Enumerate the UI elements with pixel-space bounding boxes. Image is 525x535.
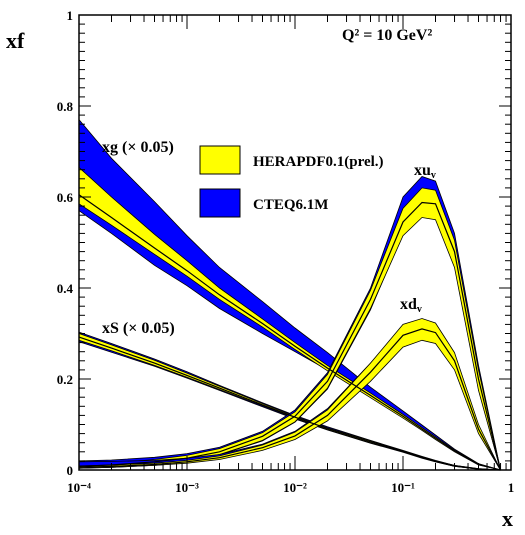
x-tick-label: 1 [508,480,515,495]
hera-band-xs [78,332,501,471]
hera-central-line-xg [78,194,501,471]
x-tick-label: 10⁻³ [175,480,199,495]
x-tick-label: 10⁻⁴ [67,480,91,495]
xuv-subscript: v [431,170,436,181]
legend-label-hera: HERAPDF0.1(prel.) [253,154,384,170]
x-tick-label: 10⁻¹ [391,480,415,495]
legend-swatch-hera [199,145,241,175]
xuv-annotation: xuv [414,162,436,181]
xs-annotation: xS (× 0.05) [102,320,175,337]
y-tick-label: 0 [67,463,74,478]
hera-central-line-xd [78,328,502,471]
y-axis-title: xf [6,28,25,53]
ticks-layer: 0 0.2 0.4 0.6 0.8 1 10⁻⁴ 10⁻³ 10⁻² 10⁻¹ 1 [57,8,515,495]
legend-label-cteq: CTEQ6.1M [253,197,328,213]
xuv-label: xu [414,162,431,179]
xdv-label: xd [400,296,417,313]
y-tick-label: 0.2 [57,372,73,387]
bands-layer [78,118,501,471]
chart-title: Q² = 10 GeV² [342,27,432,44]
lines-layer [78,194,502,471]
hera-band-xd [78,318,501,471]
xdv-annotation: xdv [400,296,422,315]
y-tick-label: 0.4 [57,281,74,296]
cteq-band-xs [78,331,501,471]
y-tick-label: 0.6 [57,190,74,205]
hera-central-line-xs [78,336,501,471]
x-axis-title: x [502,506,513,531]
y-tick-label: 1 [67,8,74,23]
y-tick-label: 0.8 [57,99,74,114]
xdv-subscript: v [417,304,422,315]
legend-swatch-cteq [199,188,241,218]
xg-annotation: xg (× 0.05) [102,139,174,156]
hera-central-line-xu [78,201,502,471]
x-tick-label: 10⁻² [283,480,307,495]
